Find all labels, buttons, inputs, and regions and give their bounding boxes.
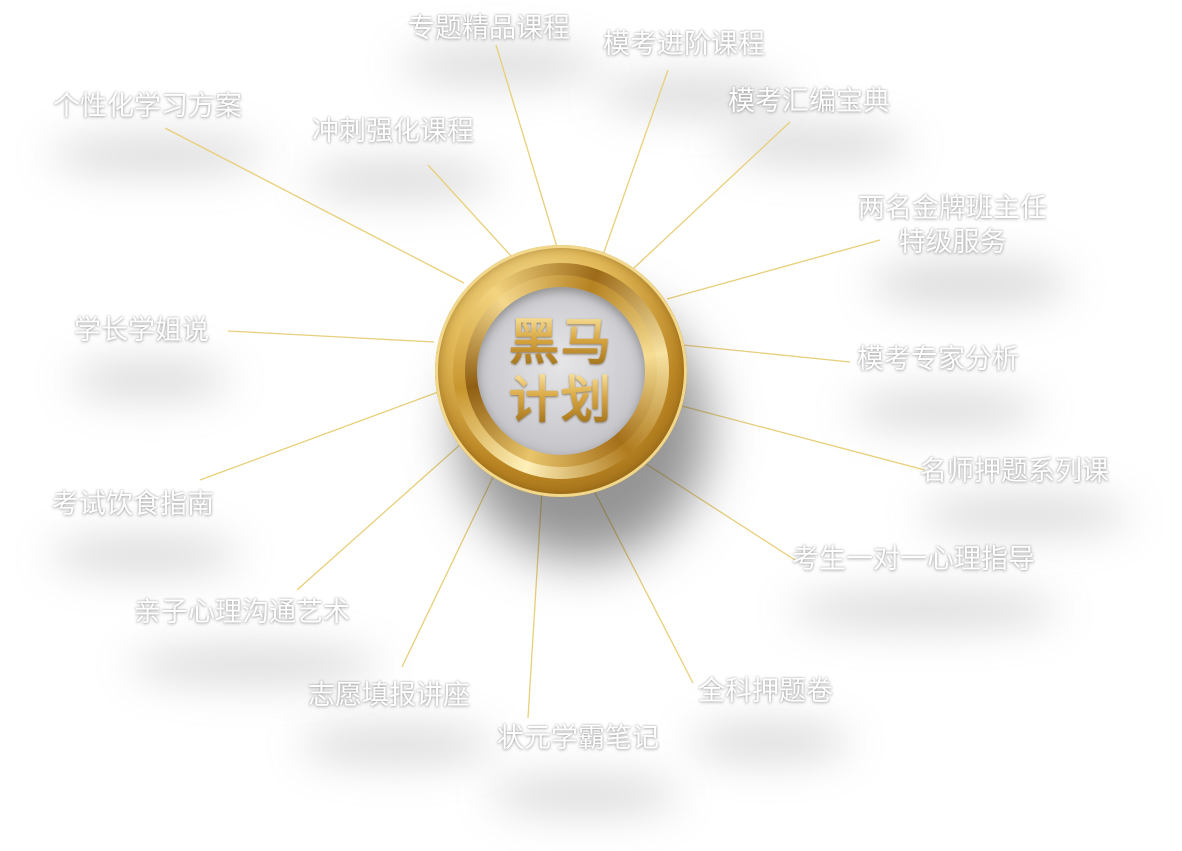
connector-line	[633, 121, 791, 269]
node-label: 冲刺强化课程	[312, 116, 474, 147]
badge-title-line2: 计划	[509, 371, 613, 429]
node-label: 名师押题系列课	[920, 456, 1109, 487]
node-label: 状元学霸笔记	[497, 723, 659, 754]
connector-line	[682, 344, 851, 363]
label-shadow	[850, 390, 1040, 430]
label-shadow	[130, 645, 380, 685]
label-shadow	[870, 260, 1070, 308]
label-shadow	[600, 75, 790, 115]
label-shadow	[70, 360, 230, 400]
badge-core: 黑马 计划	[477, 287, 645, 455]
center-badge: 黑马 计划	[435, 245, 687, 497]
label-shadow	[50, 135, 265, 175]
node-label: 个性化学习方案	[53, 91, 242, 122]
node-label: 亲子心理沟通艺术	[134, 597, 350, 628]
node-label: 考试饮食指南	[52, 489, 214, 520]
connector-line	[495, 44, 558, 248]
label-shadow	[305, 160, 495, 200]
label-shadow	[50, 535, 240, 575]
connector-line	[666, 239, 881, 300]
node-label: 志愿填报讲座	[308, 680, 470, 711]
label-shadow	[490, 775, 680, 815]
badge-title: 黑马 计划	[477, 287, 645, 455]
connector-line	[164, 127, 465, 284]
node-label: 全科押题卷	[698, 676, 833, 707]
connector-line	[677, 404, 926, 471]
node-label: 考生一对一心理指导	[792, 544, 1035, 575]
label-shadow	[400, 45, 600, 85]
connector-line	[427, 164, 513, 258]
node-label: 专题精品课程	[408, 13, 570, 44]
node-label: 模考专家分析	[857, 344, 1019, 375]
label-shadow	[790, 590, 1060, 630]
connector-line	[602, 69, 669, 256]
node-label-line: 特级服务	[898, 227, 1007, 258]
node-label-multiline: 两名金牌班主任 特级服务	[858, 192, 1047, 260]
label-shadow	[920, 495, 1130, 535]
connector-line	[227, 330, 435, 343]
connector-line	[296, 442, 463, 591]
label-shadow	[690, 722, 850, 762]
node-label-line: 两名金牌班主任	[858, 193, 1047, 224]
badge-title-line1: 黑马	[509, 313, 613, 371]
node-label: 模考汇编宝典	[728, 86, 890, 117]
node-label: 学长学姐说	[74, 315, 209, 346]
connector-line	[199, 390, 442, 481]
label-shadow	[300, 725, 495, 765]
node-label: 模考进阶课程	[603, 29, 765, 60]
